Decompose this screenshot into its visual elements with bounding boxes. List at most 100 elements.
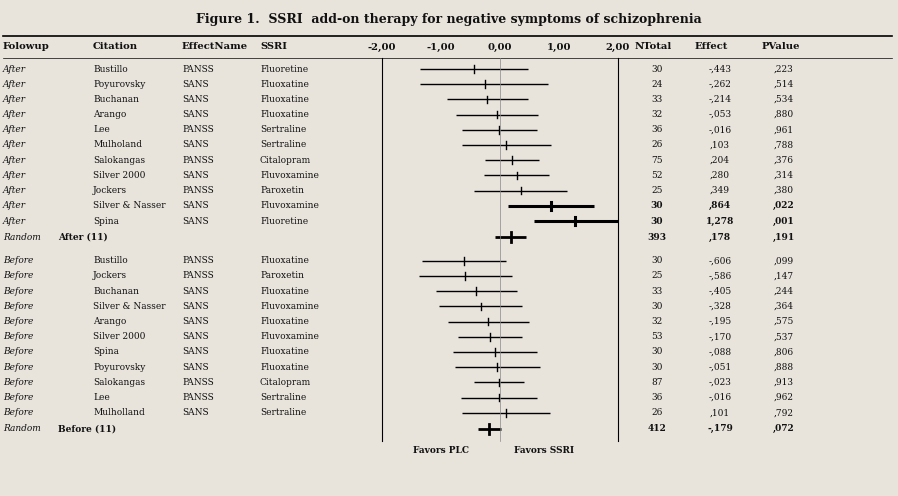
Text: -,023: -,023: [709, 378, 732, 387]
Text: SANS: SANS: [182, 216, 208, 226]
Text: ,962: ,962: [774, 393, 794, 402]
Text: ,537: ,537: [774, 332, 794, 341]
Text: SANS: SANS: [182, 140, 208, 149]
Text: Silver 2000: Silver 2000: [93, 171, 145, 180]
Text: Fluoretine: Fluoretine: [260, 216, 308, 226]
Text: Silver & Nasser: Silver & Nasser: [93, 201, 165, 210]
Text: Before: Before: [3, 271, 33, 280]
Text: Buchanan: Buchanan: [93, 95, 139, 104]
Text: 36: 36: [651, 125, 663, 134]
Text: PANSS: PANSS: [182, 125, 214, 134]
Text: PANSS: PANSS: [182, 186, 214, 195]
Text: Poyurovsky: Poyurovsky: [93, 363, 145, 372]
Text: 412: 412: [647, 425, 666, 434]
Text: ,022: ,022: [773, 201, 795, 210]
Text: ,788: ,788: [774, 140, 794, 149]
Text: Poyurovsky: Poyurovsky: [93, 80, 145, 89]
Text: Random: Random: [3, 425, 40, 434]
Text: -,016: -,016: [709, 393, 732, 402]
Text: 30: 30: [651, 348, 663, 357]
Text: 75: 75: [651, 156, 663, 165]
Text: Fluvoxamine: Fluvoxamine: [260, 201, 319, 210]
Text: After: After: [3, 110, 26, 119]
Text: SANS: SANS: [182, 363, 208, 372]
Text: After: After: [3, 201, 26, 210]
Text: Fluvoxamine: Fluvoxamine: [260, 171, 319, 180]
Text: ,961: ,961: [774, 125, 794, 134]
Text: 2,00: 2,00: [606, 43, 630, 52]
Text: Arango: Arango: [93, 110, 127, 119]
Text: Before: Before: [3, 287, 33, 296]
Text: -2,00: -2,00: [368, 43, 396, 52]
Text: -,088: -,088: [709, 348, 732, 357]
Text: -,328: -,328: [709, 302, 732, 311]
Text: -,214: -,214: [709, 95, 732, 104]
Text: Fluvoxamine: Fluvoxamine: [260, 302, 319, 311]
Text: Fluoretine: Fluoretine: [260, 64, 308, 73]
Text: SANS: SANS: [182, 332, 208, 341]
Text: ,103: ,103: [710, 140, 730, 149]
Text: After: After: [3, 140, 26, 149]
Text: Fluoxatine: Fluoxatine: [260, 363, 309, 372]
Text: Fluoxatine: Fluoxatine: [260, 348, 309, 357]
Text: After: After: [3, 156, 26, 165]
Text: Before (11): Before (11): [58, 425, 116, 434]
Text: Fluoxatine: Fluoxatine: [260, 80, 309, 89]
Text: -,195: -,195: [709, 317, 732, 326]
Text: Salokangas: Salokangas: [93, 378, 145, 387]
Text: After: After: [3, 186, 26, 195]
Text: Sertraline: Sertraline: [260, 140, 306, 149]
Text: Citalopram: Citalopram: [260, 156, 312, 165]
Text: ,204: ,204: [710, 156, 730, 165]
Text: 1,278: 1,278: [706, 216, 735, 226]
Text: Jockers: Jockers: [93, 271, 128, 280]
Text: Fluoxatine: Fluoxatine: [260, 95, 309, 104]
Text: Lee: Lee: [93, 393, 110, 402]
Text: Sertraline: Sertraline: [260, 408, 306, 417]
Text: ,314: ,314: [774, 171, 794, 180]
Text: -,606: -,606: [709, 256, 732, 265]
Text: NTotal: NTotal: [635, 43, 673, 52]
Text: -,051: -,051: [709, 363, 732, 372]
Text: Arango: Arango: [93, 317, 127, 326]
Text: ,792: ,792: [774, 408, 794, 417]
Text: 25: 25: [651, 186, 663, 195]
Text: Before: Before: [3, 256, 33, 265]
Text: SSRI: SSRI: [260, 43, 287, 52]
Text: ,191: ,191: [773, 233, 795, 242]
Text: -,179: -,179: [707, 425, 733, 434]
Text: After: After: [3, 64, 26, 73]
Text: ,349: ,349: [710, 186, 730, 195]
Text: Random: Random: [3, 233, 40, 242]
Text: -,170: -,170: [709, 332, 732, 341]
Text: Bustillo: Bustillo: [93, 256, 128, 265]
Text: Sertraline: Sertraline: [260, 125, 306, 134]
Text: Fluoxatine: Fluoxatine: [260, 287, 309, 296]
Text: ,223: ,223: [774, 64, 794, 73]
Text: 33: 33: [651, 95, 663, 104]
Text: ,101: ,101: [710, 408, 730, 417]
Text: ,913: ,913: [774, 378, 794, 387]
Text: PANSS: PANSS: [182, 64, 214, 73]
Text: After: After: [3, 95, 26, 104]
Text: Fluoxatine: Fluoxatine: [260, 110, 309, 119]
Text: PANSS: PANSS: [182, 393, 214, 402]
Text: PANSS: PANSS: [182, 256, 214, 265]
Text: Paroxetin: Paroxetin: [260, 271, 304, 280]
Text: PANSS: PANSS: [182, 378, 214, 387]
Text: After (11): After (11): [58, 233, 108, 242]
Text: SANS: SANS: [182, 80, 208, 89]
Text: ,806: ,806: [774, 348, 794, 357]
Text: Favors PLC: Favors PLC: [413, 446, 469, 455]
Text: After: After: [3, 171, 26, 180]
Text: Mulholand: Mulholand: [93, 140, 142, 149]
Text: Before: Before: [3, 317, 33, 326]
Text: ,888: ,888: [774, 363, 794, 372]
Text: 32: 32: [651, 317, 663, 326]
Text: Favors SSRI: Favors SSRI: [515, 446, 575, 455]
Text: 32: 32: [651, 110, 663, 119]
Text: ,001: ,001: [773, 216, 795, 226]
Text: Jockers: Jockers: [93, 186, 128, 195]
Text: 393: 393: [647, 233, 666, 242]
Text: SANS: SANS: [182, 317, 208, 326]
